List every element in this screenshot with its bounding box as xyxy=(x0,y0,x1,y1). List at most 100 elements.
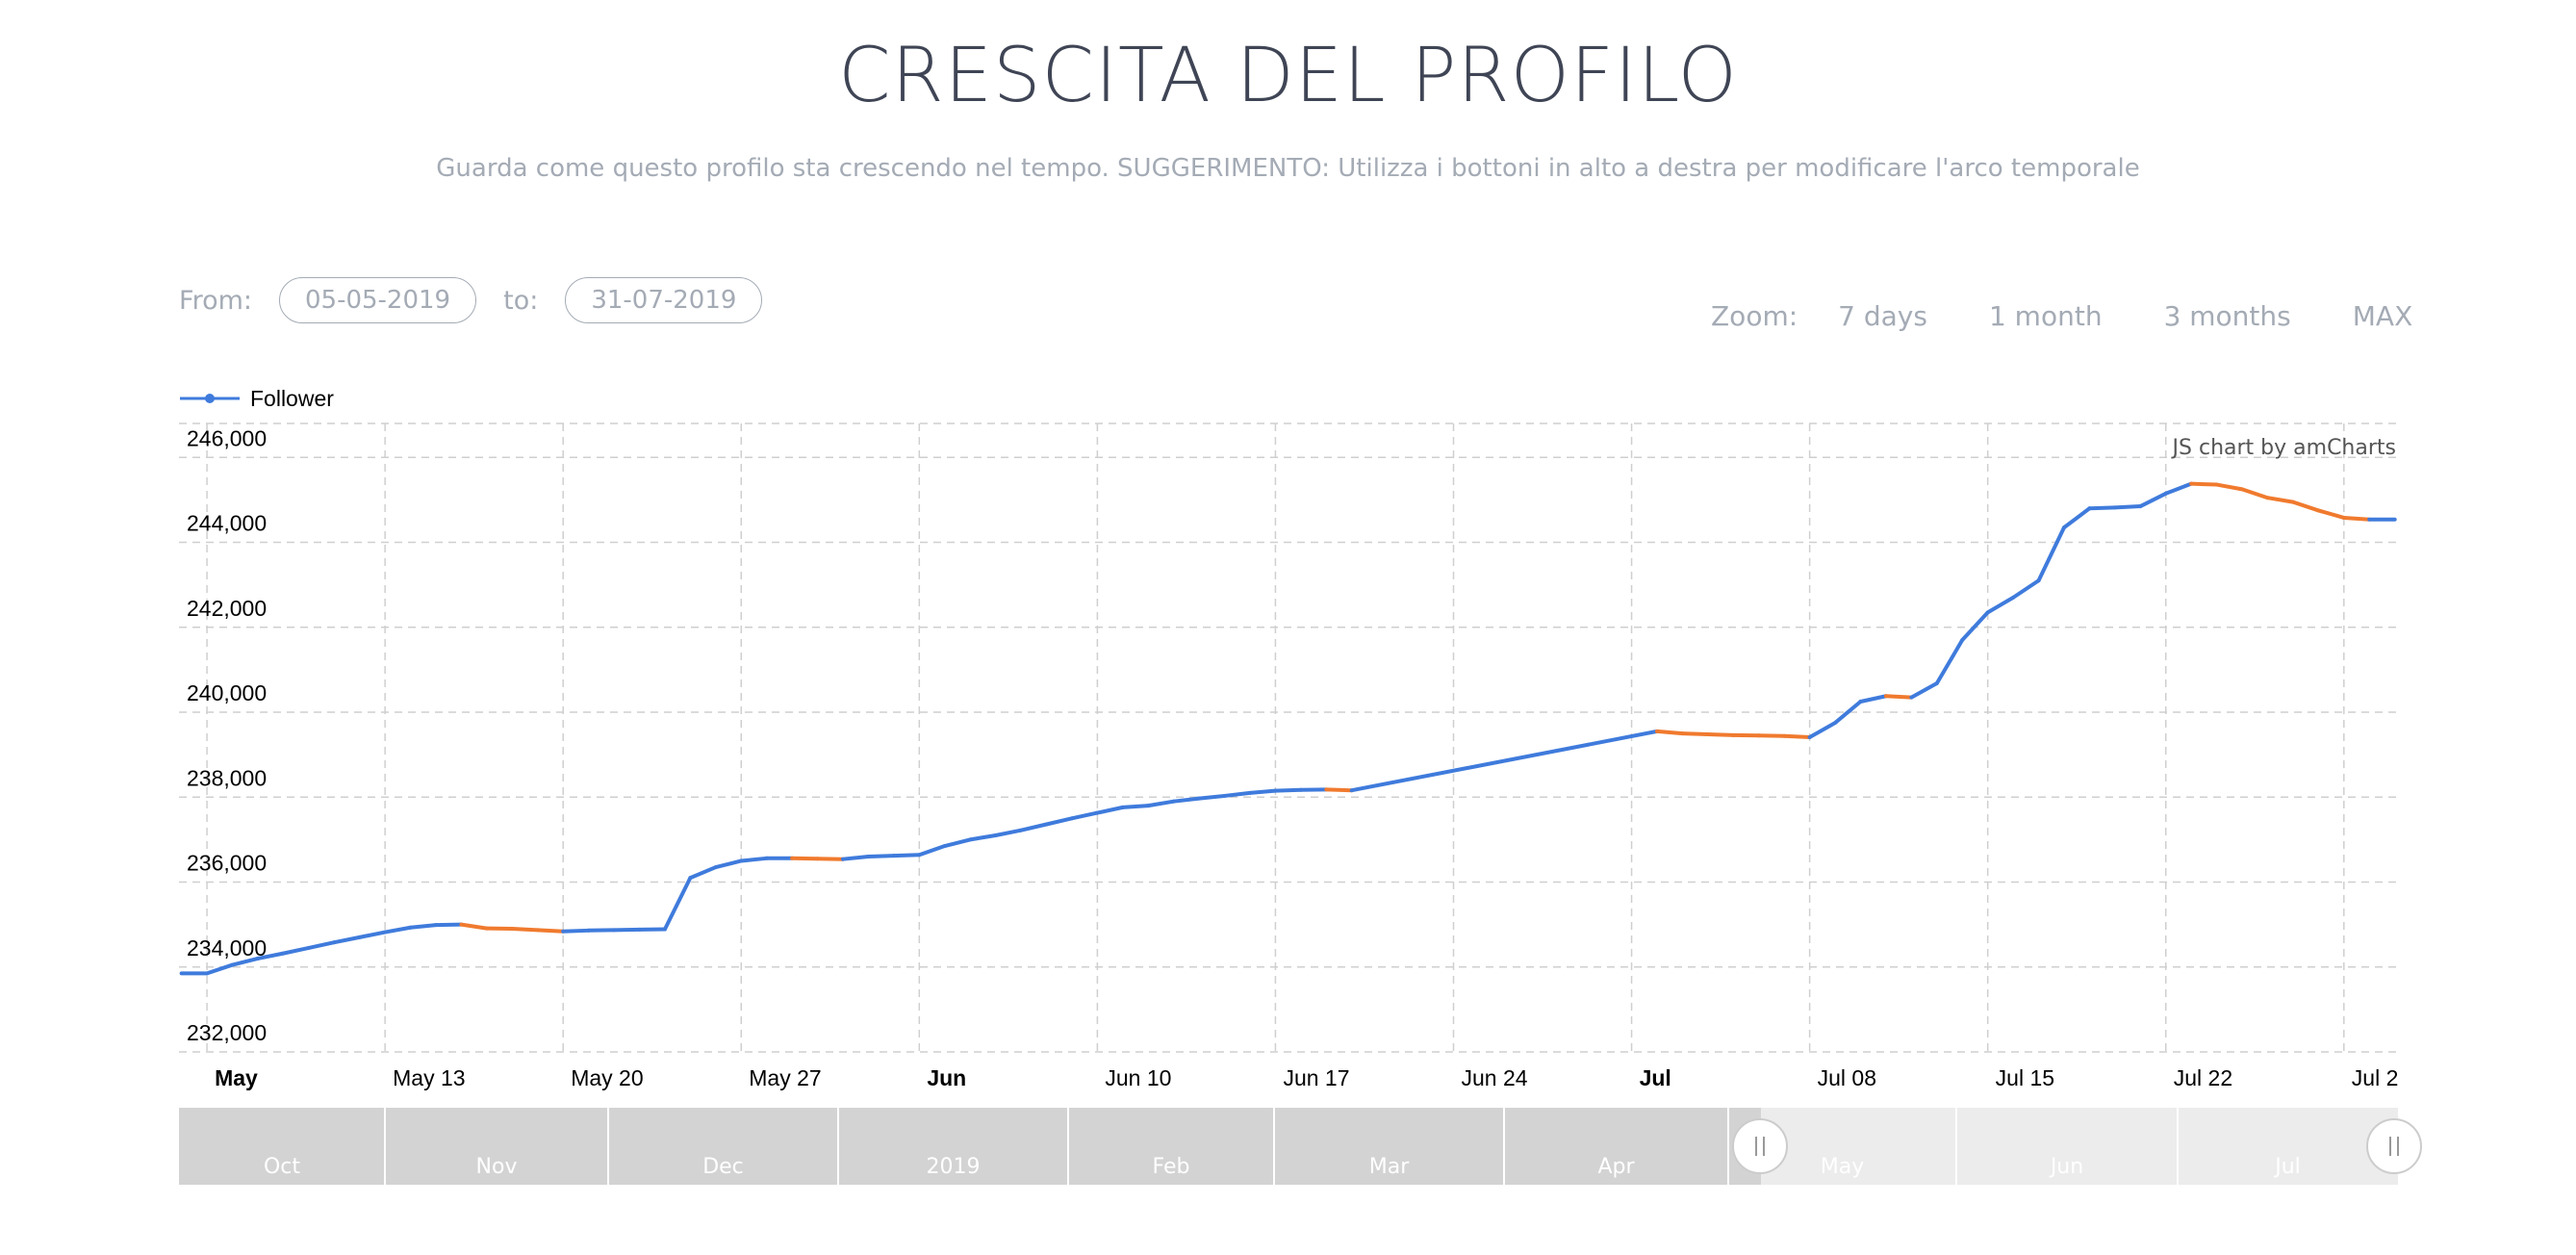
series-segment xyxy=(993,828,1024,837)
series-segment xyxy=(1680,731,1710,736)
scrollbar-grip-end[interactable] xyxy=(2366,1118,2422,1174)
series-segment xyxy=(1883,694,1914,700)
series-segment xyxy=(2036,525,2066,583)
series-segment xyxy=(510,927,540,933)
grip-circle xyxy=(2366,1118,2422,1174)
series-segment xyxy=(2112,504,2143,510)
x-axis: May May 13 May 20 May 27 Jun Jun 10 Jun 17 Jun … xyxy=(215,1065,2398,1090)
to-date-field[interactable]: 31-07-2019 xyxy=(565,277,763,323)
to-label: to: xyxy=(503,285,539,316)
scrollbar[interactable]: Oct Nov Dec 2019 Feb Mar Apr May Jun Jul xyxy=(179,1108,2422,1185)
zoom-controls: Zoom: 7 days 1 month 3 months MAX xyxy=(1711,300,2412,332)
y-tick-label: 240,000 xyxy=(187,680,267,705)
series-segment xyxy=(2061,506,2092,530)
grip-circle xyxy=(1732,1118,1788,1174)
x-tick-label: Jul 22 xyxy=(2174,1065,2232,1090)
y-tick-label: 246,000 xyxy=(187,425,267,450)
y-tick-label: 232,000 xyxy=(187,1020,267,1045)
series-segment xyxy=(1782,733,1812,740)
series-segment xyxy=(2290,499,2321,513)
series-segment xyxy=(255,951,286,960)
series-segment xyxy=(1985,595,2016,615)
series-segment xyxy=(739,856,769,863)
series-segment xyxy=(1146,799,1176,808)
series-segment xyxy=(1324,787,1354,793)
x-tick-label: Jul 08 xyxy=(1818,1065,1876,1090)
series-segment xyxy=(535,928,566,934)
y-tick-label: 236,000 xyxy=(187,851,267,876)
y-tick-label: 242,000 xyxy=(187,596,267,621)
x-tick-label: Jun xyxy=(927,1065,966,1090)
series-segment xyxy=(968,832,998,842)
scrollbar-label: Mar xyxy=(1369,1155,1410,1179)
series-segment xyxy=(459,922,489,931)
series-segment xyxy=(713,858,744,870)
y-tick-label: 234,000 xyxy=(187,935,267,960)
series-segment xyxy=(662,876,693,932)
scrollbar-label: Jul xyxy=(2273,1155,2301,1179)
x-tick-label: Jul xyxy=(1640,1065,1671,1090)
series-segment xyxy=(1222,790,1253,798)
zoom-3-months-button[interactable]: 3 months xyxy=(2163,300,2291,332)
series-segment xyxy=(332,935,362,945)
series-segment xyxy=(1197,793,1227,801)
series-segment xyxy=(408,923,439,930)
series-segment xyxy=(306,940,337,950)
series-segment xyxy=(1069,810,1100,821)
series-segment xyxy=(2138,491,2168,509)
series-segment xyxy=(2265,496,2295,504)
series-segment xyxy=(357,930,388,939)
series-segment xyxy=(1655,729,1685,736)
page-title: CRESCITA DEL PROFILO xyxy=(838,33,1738,119)
series-segment xyxy=(841,855,871,861)
series-segment xyxy=(383,925,413,935)
series-segment xyxy=(1120,804,1151,809)
series-segment xyxy=(1909,681,1939,700)
series-segment xyxy=(2087,505,2117,511)
x-tick-label: May 13 xyxy=(393,1065,465,1090)
legend-label: Follower xyxy=(250,386,334,411)
scrollbar-grip-start[interactable] xyxy=(1732,1118,1788,1174)
x-tick-label: Jul 2 xyxy=(2352,1065,2399,1090)
zoom-1-month-button[interactable]: 1 month xyxy=(1988,300,2103,332)
series-segment xyxy=(2011,578,2041,600)
grid xyxy=(179,423,2396,1053)
series-segment xyxy=(281,945,311,956)
series-segment xyxy=(1833,699,1863,726)
series-segment xyxy=(688,865,718,881)
y-axis: 232,000 234,000 236,000 238,000 240,000 242,0… xyxy=(187,425,267,1045)
series-segment xyxy=(891,853,922,858)
scrollbar-label: 2019 xyxy=(927,1155,981,1179)
series-segment xyxy=(1273,787,1303,793)
x-tick-label: Jun 24 xyxy=(1462,1065,1528,1090)
legend[interactable]: Follower xyxy=(180,386,334,411)
series-segment xyxy=(2189,481,2219,487)
page-subtitle: Guarda come questo profilo sta crescendo… xyxy=(436,154,2140,183)
y-tick-label: 238,000 xyxy=(187,765,267,790)
series-segment xyxy=(1934,638,1965,686)
series-segment xyxy=(1248,788,1278,795)
series-segment xyxy=(2163,481,2194,496)
series-segment xyxy=(1960,610,1990,643)
series-segment xyxy=(1349,729,1659,793)
series-follower xyxy=(179,481,2397,976)
zoom-7-days-button[interactable]: 7 days xyxy=(1838,300,1927,332)
series-segment xyxy=(1171,796,1202,804)
scrollbar-label: Feb xyxy=(1153,1155,1190,1179)
zoom-label: Zoom: xyxy=(1711,300,1798,332)
zoom-max-button[interactable]: MAX xyxy=(2352,300,2413,332)
series-segment xyxy=(917,844,947,858)
series-segment xyxy=(1095,805,1125,815)
scrollbar-label: Nov xyxy=(476,1155,518,1179)
from-date-field[interactable]: 05-05-2019 xyxy=(279,277,477,323)
x-tick-label: Jul 15 xyxy=(1996,1065,2054,1090)
x-tick-label: Jun 17 xyxy=(1283,1065,1349,1090)
scrollbar-label: Dec xyxy=(702,1155,744,1179)
x-tick-label: May xyxy=(215,1065,258,1090)
series-segment xyxy=(866,854,896,859)
amcharts-credit[interactable]: JS chart by amCharts xyxy=(2171,436,2396,460)
from-label: From: xyxy=(179,285,252,316)
x-tick-label: Jun 10 xyxy=(1105,1065,1171,1090)
series-segment xyxy=(1807,721,1838,740)
